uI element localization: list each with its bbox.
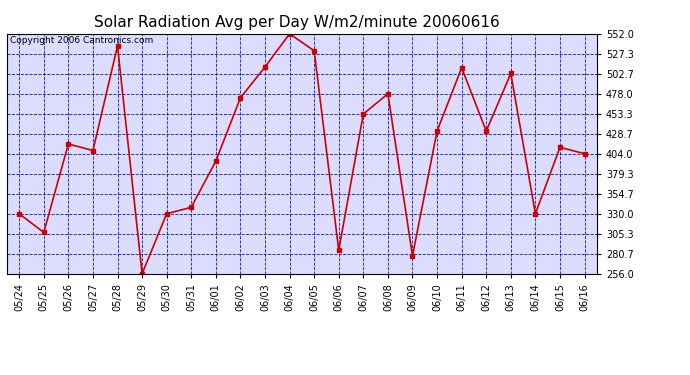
Text: Solar Radiation Avg per Day W/m2/minute 20060616: Solar Radiation Avg per Day W/m2/minute … — [94, 15, 500, 30]
Text: Copyright 2006 Cantronics.com: Copyright 2006 Cantronics.com — [10, 36, 153, 45]
